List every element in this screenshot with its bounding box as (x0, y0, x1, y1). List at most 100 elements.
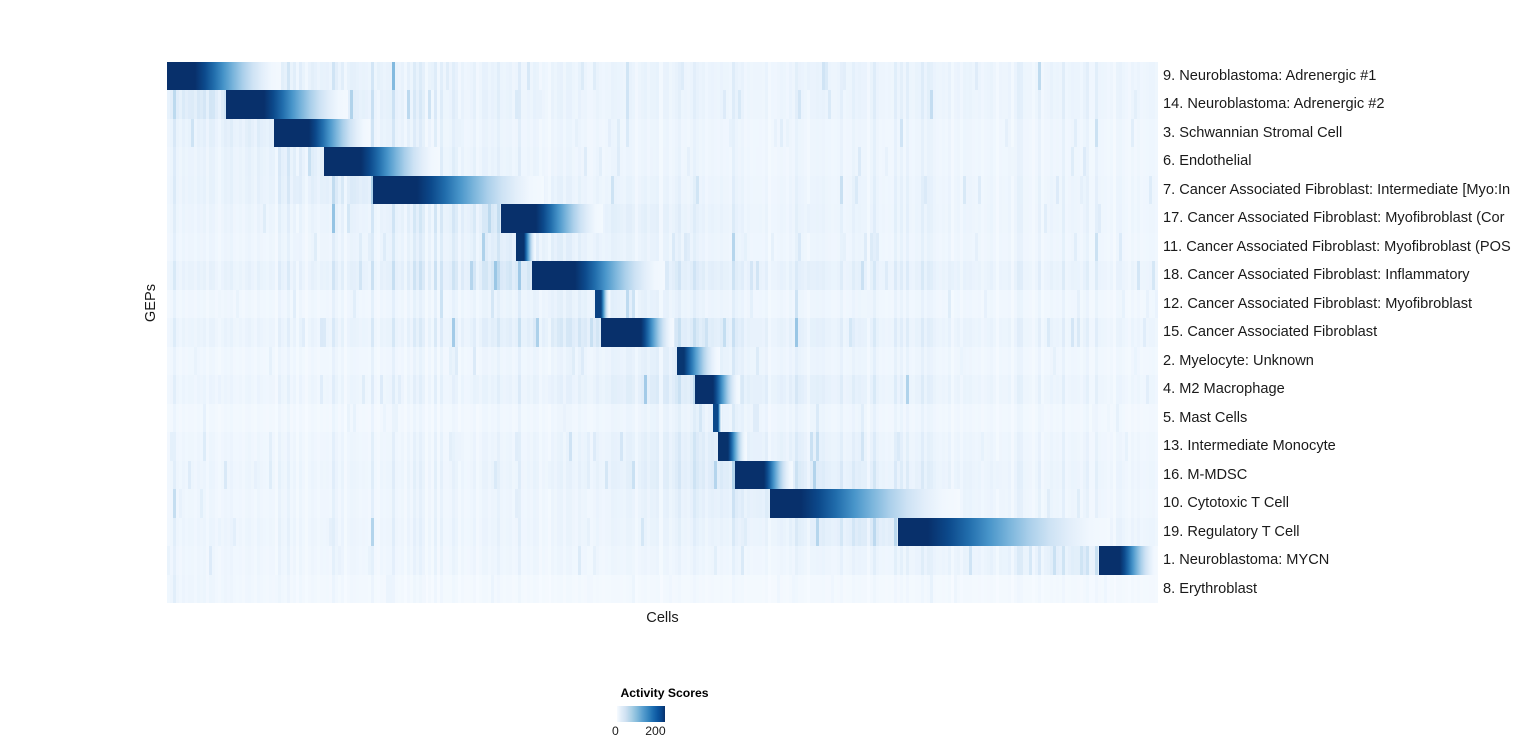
heatmap-cell-stripe (1103, 147, 1108, 176)
heatmap-cell-stripe (1022, 289, 1027, 319)
heatmap-cell-stripe (725, 289, 730, 319)
heatmap-cell-stripe (896, 375, 901, 404)
heatmap-cell-stripe (527, 318, 531, 347)
heatmap-cell-stripe (1085, 346, 1090, 376)
heatmap-cell-stripe (1136, 175, 1141, 205)
heatmap-cell-stripe (251, 261, 255, 290)
heatmap-cell-stripe (791, 204, 796, 233)
heatmap-cell-stripe (821, 62, 826, 91)
heatmap-cell-stripe (713, 261, 718, 290)
heatmap-cell-stripe (1058, 403, 1063, 433)
heatmap-cell-stripe (1142, 118, 1147, 148)
heatmap-cell-stripe (344, 62, 348, 91)
heatmap-cell-stripe (176, 432, 180, 461)
heatmap-cell-stripe (866, 432, 871, 461)
heatmap-cell-stripe (377, 204, 381, 233)
heatmap-cell-stripe (641, 118, 646, 148)
heatmap-cell-stripe (839, 318, 844, 347)
heatmap-cell-stripe (1049, 261, 1054, 290)
heatmap-cell-stripe (185, 375, 189, 404)
heatmap-cell-stripe (566, 432, 570, 461)
heatmap-cell-stripe (1040, 232, 1045, 262)
heatmap-cell-stripe (869, 346, 874, 376)
heatmap-cell-stripe (617, 90, 622, 119)
heatmap-cell-stripe (1145, 147, 1150, 176)
heatmap-cell-stripe (875, 232, 880, 262)
heatmap-cell-stripe (863, 318, 868, 347)
heatmap-cell-stripe (554, 403, 558, 433)
heatmap-cell-stripe (1148, 118, 1153, 148)
heatmap-cell-stripe (848, 90, 853, 119)
heatmap-cell-stripe (260, 403, 264, 433)
heatmap-cell-stripe (584, 175, 588, 205)
heatmap-cell-stripe (383, 289, 387, 319)
heatmap-cell-stripe (413, 318, 417, 347)
heatmap-cell-stripe (1016, 318, 1021, 347)
heatmap-peak-block (695, 375, 714, 404)
heatmap-cell-stripe (584, 375, 588, 404)
heatmap-cell-stripe (494, 261, 498, 290)
heatmap-cell-stripe (1151, 147, 1156, 176)
heatmap-cell-stripe (416, 62, 420, 91)
heatmap-cell-stripe (257, 346, 261, 376)
heatmap-cell-stripe (1043, 232, 1048, 262)
heatmap-cell-stripe (221, 204, 225, 233)
heatmap-cell-stripe (572, 375, 576, 404)
heatmap-cell-stripe (1085, 232, 1090, 262)
heatmap-cell-stripe (860, 118, 865, 148)
heatmap-cell-stripe (725, 232, 730, 262)
heatmap-cell-stripe (650, 232, 655, 262)
heatmap-cell-stripe (827, 90, 832, 119)
heatmap-cell-stripe (767, 175, 772, 205)
heatmap-cell-stripe (542, 375, 546, 404)
heatmap-cell-stripe (269, 346, 273, 376)
heatmap-cell-stripe (980, 289, 985, 319)
heatmap-cell-stripe (353, 346, 357, 376)
heatmap-cell-stripe (1124, 289, 1129, 319)
heatmap-cell-stripe (773, 403, 778, 433)
heatmap-cell-stripe (704, 90, 709, 119)
heatmap-cell-stripe (1001, 432, 1006, 461)
heatmap-cell-stripe (500, 90, 504, 119)
heatmap-cell-stripe (503, 62, 507, 91)
heatmap-cell-stripe (638, 289, 643, 319)
heatmap-cell-stripe (839, 90, 844, 119)
heatmap-cell-stripe (860, 90, 865, 119)
heatmap-cell-stripe (1016, 62, 1021, 91)
heatmap-cell-stripe (323, 175, 327, 205)
heatmap-cell-stripe (683, 261, 688, 290)
heatmap-cell-stripe (485, 289, 489, 319)
heatmap-cell-stripe (812, 346, 817, 376)
heatmap-cell-stripe (329, 403, 333, 433)
heatmap-cell-stripe (1100, 118, 1105, 148)
heatmap-cell-stripe (446, 147, 450, 176)
heatmap-cell-stripe (941, 90, 946, 119)
heatmap-cell-stripe (626, 375, 631, 404)
heatmap-cell-stripe (494, 90, 498, 119)
heatmap-cell-stripe (977, 232, 982, 262)
heatmap-cell-stripe (803, 261, 808, 290)
heatmap-cell-stripe (560, 118, 564, 148)
heatmap-cell-stripe (296, 432, 300, 461)
heatmap-cell-stripe (422, 432, 426, 461)
heatmap-cell-stripe (479, 346, 483, 376)
heatmap-cell-stripe (353, 318, 357, 347)
heatmap-cell-stripe (626, 118, 631, 148)
heatmap-cell-stripe (647, 118, 652, 148)
heatmap-cell-stripe (1154, 261, 1158, 290)
heatmap-cell-stripe (1070, 346, 1075, 376)
heatmap-cell-stripe (395, 318, 399, 347)
heatmap-cell-stripe (950, 289, 955, 319)
heatmap-cell-stripe (869, 432, 874, 461)
heatmap-cell-stripe (752, 403, 757, 433)
heatmap-cell-stripe (311, 289, 315, 319)
heatmap-cell-stripe (608, 147, 613, 176)
heatmap-cell-stripe (941, 318, 946, 347)
heatmap-cell-stripe (224, 118, 228, 148)
heatmap-cell-stripe (851, 346, 856, 376)
heatmap-cell-stripe (1130, 318, 1135, 347)
heatmap-cell-stripe (401, 375, 405, 404)
heatmap-cell-stripe (911, 346, 916, 376)
heatmap-cell-stripe (539, 318, 543, 347)
heatmap-cell-stripe (548, 289, 552, 319)
